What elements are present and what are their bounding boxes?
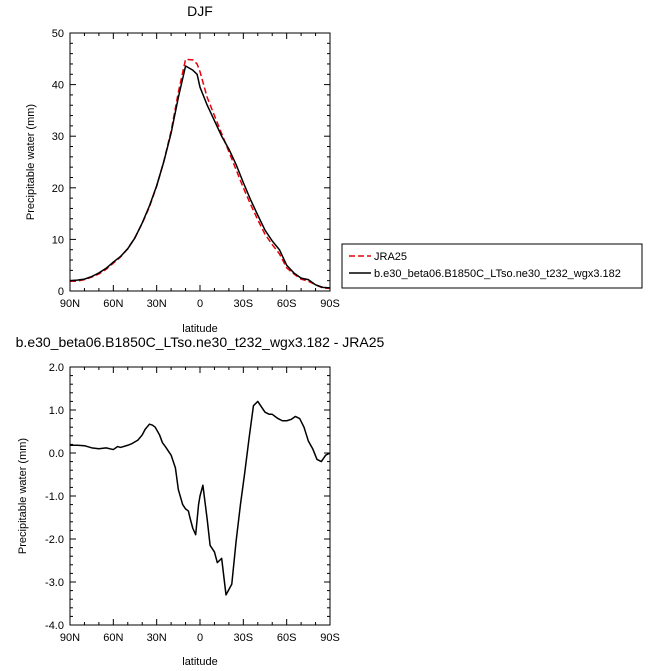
p1-ytick-label: 30 <box>52 131 64 143</box>
panel-1-frame <box>69 32 331 292</box>
p2-ytick-label: -4.0 <box>45 620 64 632</box>
p2-xtick-label: 30N <box>147 632 167 644</box>
legend: JRA25 b.e30_beta06.B1850C_LTso.ne30_t232… <box>341 243 643 289</box>
legend-label-jra25: JRA25 <box>374 251 407 263</box>
panel-2-xlabel: latitude <box>182 656 217 668</box>
legend-box <box>341 243 643 289</box>
panel-2-ylabel: Precipitable water (mm) <box>17 438 29 554</box>
panel-1-title: DJF <box>187 3 213 19</box>
panel-1-xlabel: latitude <box>182 323 217 335</box>
p1-ytick-label: 10 <box>52 234 64 246</box>
p1-ytick-label: 50 <box>52 28 64 40</box>
p1-xtick-label: 90S <box>320 298 340 310</box>
p2-xtick-label: 60S <box>277 632 297 644</box>
p1-series-line-0 <box>70 58 331 290</box>
panel-2-ticks: 90N 60N 30N 0 30S 60S 90S 2.0 1.0 0.0 -1.0 -2.0 -3.0… <box>45 362 340 644</box>
p2-ytick-label: -2.0 <box>45 534 64 546</box>
p2-ytick-label: -1.0 <box>45 491 64 503</box>
p2-series-line-0 <box>70 400 331 596</box>
panel-2-title: b.e30_beta06.B1850C_LTso.ne30_t232_wgx3.… <box>16 334 385 350</box>
p1-xtick-label: 0 <box>197 298 203 310</box>
panel-1-ticks: 90N 60N 30N 0 30S 60S 90S 0 10 20 30 40 50 <box>52 28 340 310</box>
p1-xtick-label: 90N <box>60 298 80 310</box>
p2-xtick-label: 0 <box>197 632 203 644</box>
p2-ytick-label: -3.0 <box>45 577 64 589</box>
p1-series-line-1 <box>69 65 331 289</box>
p1-xtick-label: 30S <box>234 298 254 310</box>
p1-xtick-label: 60N <box>103 298 123 310</box>
panel-1-series <box>69 58 331 290</box>
panel-1: DJF Precipitable water (mm) latitude 90N… <box>25 3 340 335</box>
p1-ytick-label: 40 <box>52 80 64 92</box>
p2-xtick-label: 60N <box>103 632 123 644</box>
panel-2-series <box>70 400 331 596</box>
p2-xtick-label: 90S <box>320 632 340 644</box>
p1-xtick-label: 60S <box>277 298 297 310</box>
panel-1-ylabel: Precipitable water (mm) <box>25 104 37 220</box>
legend-label-model: b.e30_beta06.B1850C_LTso.ne30_t232_wgx3.… <box>374 268 621 280</box>
p2-ytick-label: 2.0 <box>49 362 64 374</box>
panel-2: b.e30_beta06.B1850C_LTso.ne30_t232_wgx3.… <box>16 334 385 668</box>
panel-2-frame <box>69 366 331 626</box>
p1-ytick-label: 20 <box>52 183 64 195</box>
p2-ytick-label: 0.0 <box>49 448 64 460</box>
p2-ytick-label: 1.0 <box>49 405 64 417</box>
p1-ytick-label: 0 <box>58 286 64 298</box>
p2-xtick-label: 90N <box>60 632 80 644</box>
p2-xtick-label: 30S <box>234 632 254 644</box>
p1-xtick-label: 30N <box>147 298 167 310</box>
